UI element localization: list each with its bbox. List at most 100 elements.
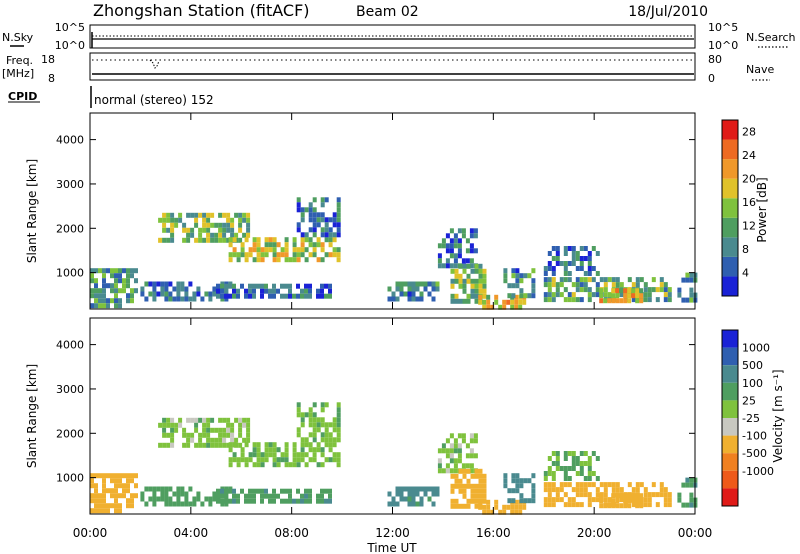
data-cell	[190, 227, 195, 233]
data-cell	[328, 488, 332, 494]
data-cell	[140, 496, 145, 502]
data-cell	[166, 237, 171, 243]
data-cell	[98, 268, 102, 274]
data-cell	[465, 443, 470, 449]
data-cell	[152, 501, 157, 507]
data-cell	[206, 432, 211, 438]
data-cell	[226, 442, 231, 448]
x-tick-label: 00:00	[73, 526, 108, 540]
data-cell	[643, 487, 648, 493]
data-cell	[470, 498, 475, 504]
data-cell	[462, 268, 467, 274]
data-cell	[166, 417, 171, 423]
data-cell	[635, 282, 640, 288]
data-cell	[450, 498, 455, 504]
data-cell	[437, 253, 442, 259]
data-cell	[308, 498, 312, 504]
data-cell	[272, 457, 277, 463]
data-cell	[391, 501, 396, 507]
data-cell	[515, 273, 520, 279]
data-cell	[300, 412, 305, 418]
data-cell	[543, 487, 548, 493]
data-cell	[579, 492, 584, 498]
data-cell	[260, 252, 265, 258]
data-cell	[300, 247, 305, 253]
colorbar-swatch	[722, 365, 738, 383]
data-cell	[470, 488, 475, 494]
data-cell	[246, 232, 251, 238]
data-cell	[466, 273, 471, 279]
colorbar-tick-label: 8	[742, 243, 749, 256]
data-cell	[503, 473, 508, 479]
data-cell	[587, 497, 592, 503]
data-cell	[194, 217, 199, 223]
data-cell	[478, 488, 483, 494]
data-cell	[470, 268, 475, 274]
data-cell	[328, 432, 333, 438]
data-cell	[204, 291, 209, 297]
data-cell	[114, 478, 118, 484]
data-cell	[635, 487, 640, 493]
data-cell	[234, 212, 239, 218]
colorbar-swatch	[722, 470, 738, 489]
data-cell	[312, 247, 317, 253]
data-cell	[214, 222, 219, 228]
data-cell	[110, 273, 114, 279]
data-cell	[236, 288, 240, 294]
data-cell	[246, 422, 251, 428]
data-cell	[458, 483, 463, 489]
nsky-tick-bottom: 10^0	[55, 39, 85, 52]
data-cell	[571, 261, 576, 266]
data-cell	[252, 242, 257, 248]
data-cell	[458, 278, 463, 284]
data-cell	[469, 448, 474, 454]
data-cell	[114, 268, 118, 274]
x-tick-label: 08:00	[274, 526, 309, 540]
data-cell	[102, 293, 106, 299]
data-cell	[198, 442, 203, 448]
data-cell	[519, 288, 524, 294]
data-cell	[216, 493, 220, 499]
data-cell	[260, 283, 264, 289]
data-cell	[332, 422, 337, 428]
colorbar-swatch	[722, 159, 738, 179]
data-cell	[184, 491, 189, 497]
data-cell	[178, 217, 183, 223]
data-cell	[514, 299, 519, 305]
data-cell	[260, 293, 264, 299]
data-cell	[218, 232, 223, 238]
data-cell	[316, 217, 321, 223]
data-cell	[152, 491, 157, 497]
data-cell	[599, 298, 604, 304]
data-cell	[130, 268, 134, 274]
data-cell	[210, 437, 215, 443]
data-cell	[144, 501, 149, 507]
data-cell	[244, 457, 249, 463]
colorbar-swatch	[722, 198, 738, 218]
data-cell	[466, 483, 471, 489]
data-cell	[595, 492, 600, 498]
data-cell	[571, 246, 576, 251]
data-cell	[551, 497, 556, 503]
data-cell	[324, 222, 329, 228]
nave-dip	[149, 59, 160, 69]
data-cell	[461, 438, 466, 444]
data-cell	[474, 283, 479, 289]
data-cell	[543, 282, 548, 288]
data-cell	[176, 491, 181, 497]
data-cell	[587, 456, 592, 461]
data-cell	[244, 257, 249, 263]
data-cell	[296, 257, 301, 263]
data-cell	[284, 283, 288, 289]
data-cell	[268, 242, 273, 248]
data-cell	[571, 456, 576, 461]
data-cell	[202, 417, 207, 423]
data-cell	[511, 293, 516, 299]
data-cell	[296, 457, 301, 463]
mode-text: normal (stereo) 152	[94, 93, 214, 107]
data-cell	[296, 412, 301, 418]
data-cell	[567, 482, 572, 488]
data-cell	[94, 473, 98, 479]
data-cell	[220, 501, 225, 507]
data-cell	[336, 227, 341, 233]
